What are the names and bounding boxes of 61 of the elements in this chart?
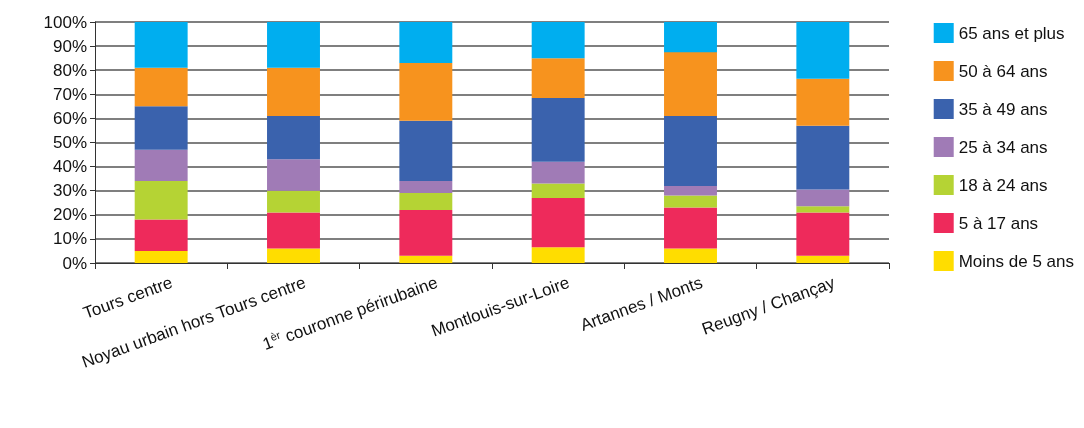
bar bbox=[664, 207, 717, 249]
bar bbox=[531, 22, 585, 59]
bar bbox=[399, 209, 453, 256]
legend-label: 18 à 24 ans bbox=[958, 175, 1048, 195]
bar bbox=[531, 58, 585, 98]
bar bbox=[531, 97, 585, 162]
bar bbox=[664, 248, 717, 263]
bar bbox=[267, 67, 320, 116]
bar bbox=[267, 159, 320, 191]
bar bbox=[531, 161, 585, 184]
y-tick-label: 60% bbox=[52, 108, 87, 128]
bar bbox=[267, 212, 320, 249]
bar bbox=[664, 52, 717, 116]
bar bbox=[664, 115, 717, 186]
bar bbox=[399, 255, 453, 263]
legend-label: 50 à 64 ans bbox=[958, 61, 1048, 81]
bar bbox=[399, 181, 453, 194]
bar bbox=[267, 22, 320, 68]
bar bbox=[134, 181, 188, 220]
legend-label: 35 à 49 ans bbox=[958, 99, 1048, 119]
y-tick-label: 20% bbox=[52, 205, 87, 225]
bar bbox=[267, 248, 320, 263]
y-tick-label: 70% bbox=[52, 84, 87, 104]
bar bbox=[664, 185, 717, 196]
bar bbox=[796, 78, 850, 126]
bar bbox=[531, 247, 585, 263]
bar bbox=[531, 197, 585, 248]
bar bbox=[134, 22, 188, 68]
bar bbox=[796, 22, 850, 79]
y-tick-label: 0% bbox=[62, 253, 87, 273]
bar bbox=[796, 125, 850, 190]
y-tick-label: 40% bbox=[52, 157, 87, 177]
y-tick-label: 10% bbox=[52, 229, 87, 249]
bar bbox=[134, 149, 188, 182]
legend-label: 25 à 34 ans bbox=[958, 137, 1048, 157]
y-tick-label: 30% bbox=[52, 181, 87, 201]
legend-label: 5 à 17 ans bbox=[958, 213, 1039, 233]
x-tick-label: Tours centre bbox=[80, 273, 176, 324]
bar bbox=[134, 250, 188, 263]
bar bbox=[796, 189, 850, 207]
bar bbox=[267, 190, 320, 213]
bar bbox=[399, 120, 453, 182]
legend-label: 65 ans et plus bbox=[958, 23, 1065, 43]
bar bbox=[134, 106, 188, 150]
bar bbox=[399, 193, 453, 210]
bar bbox=[796, 206, 850, 213]
bar bbox=[267, 115, 320, 160]
y-tick-label: 50% bbox=[52, 133, 87, 152]
bar bbox=[796, 212, 850, 256]
bar bbox=[664, 195, 717, 208]
bar bbox=[399, 22, 453, 63]
bar bbox=[134, 219, 188, 251]
bar bbox=[796, 255, 850, 263]
y-tick-label: 100% bbox=[43, 12, 87, 32]
legend-label: Moins de 5 ans bbox=[958, 251, 1075, 271]
bar bbox=[531, 183, 585, 198]
y-tick-label: 80% bbox=[52, 60, 87, 80]
y-tick-label: 90% bbox=[52, 36, 87, 56]
bar bbox=[134, 67, 188, 107]
bar bbox=[399, 62, 453, 121]
bar bbox=[664, 22, 717, 53]
